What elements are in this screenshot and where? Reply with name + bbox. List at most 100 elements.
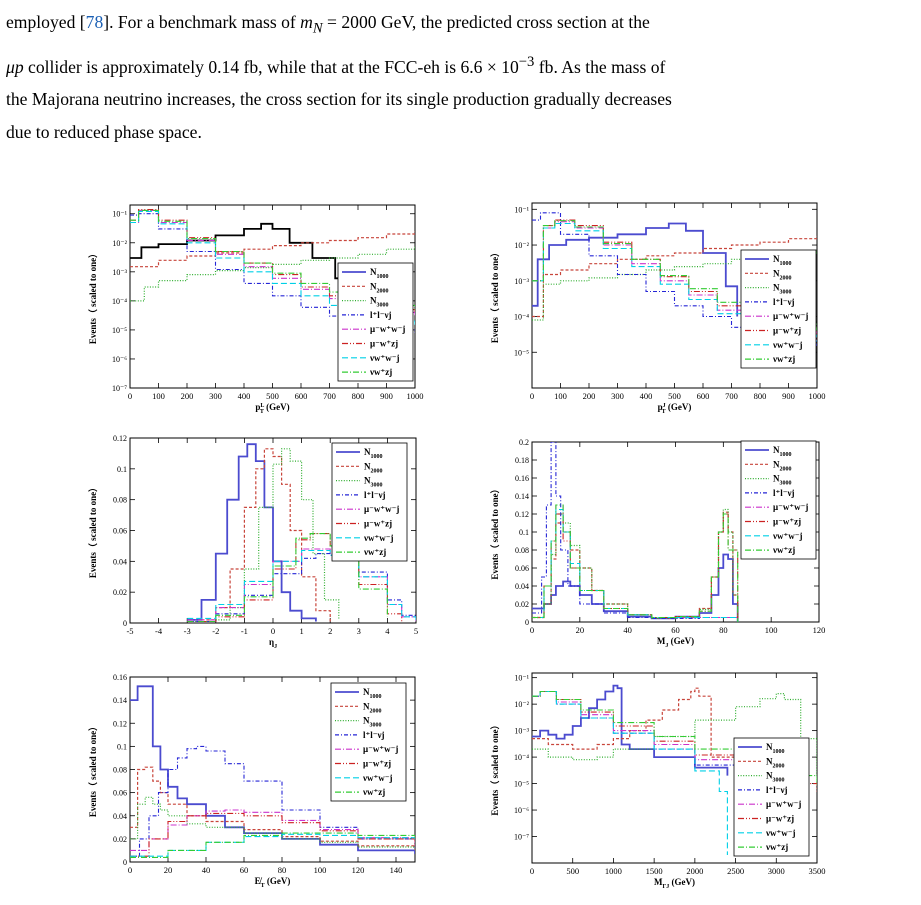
x-tick-label: 1000 (605, 866, 622, 876)
legend-label: l⁺l⁻νj (766, 785, 788, 795)
legend-label: l⁺l⁻νj (370, 310, 392, 320)
y-tick-label: 0 (525, 618, 529, 627)
x-tick-label: 800 (352, 391, 365, 401)
series-line-1 (187, 443, 317, 622)
paragraph-line-1: employed [78]. For a benchmark mass of m… (6, 6, 918, 46)
y-tick-label: 0.14 (515, 492, 529, 501)
legend-label: N2000 (766, 756, 785, 769)
x-tick-label: 1500 (646, 866, 663, 876)
y-tick-label: 0.02 (113, 835, 127, 844)
legend-label: l⁺l⁻νj (364, 490, 386, 500)
legend-label: N3000 (364, 476, 383, 489)
legend-label: νw⁺w⁻j (765, 828, 796, 838)
series-line-3 (130, 796, 415, 851)
series-line-2 (532, 235, 817, 318)
exponent: −3 (518, 53, 535, 70)
x-tick-label: 120 (352, 865, 365, 875)
y-tick-label: 0.04 (113, 812, 127, 821)
legend-label: N3000 (370, 296, 389, 309)
legend-box (740, 440, 817, 560)
x-tick-label: 3500 (809, 866, 826, 876)
y-tick-label: 0.06 (515, 564, 529, 573)
x-tick-label: 20 (164, 865, 173, 875)
series-line-6 (130, 812, 415, 857)
x-tick-label: 0 (530, 391, 534, 401)
legend-label: N1000 (364, 447, 383, 460)
legend-label: N1000 (766, 742, 785, 755)
y-tick-label: 0.16 (515, 474, 529, 483)
legend-label: μ⁻w⁺w⁻j (766, 799, 801, 809)
legend-label: νw⁺w⁻j (362, 773, 393, 783)
legend-label: νw⁺w⁻j (363, 533, 394, 543)
legend-label: μ⁻w⁺zj (773, 326, 801, 336)
legend-label: μ⁻w⁺zj (363, 759, 391, 769)
x-tick-label: 0 (128, 391, 132, 401)
legend-label: N2000 (363, 701, 382, 714)
legend-label: N3000 (773, 474, 792, 487)
x-tick-label: 800 (754, 391, 767, 401)
y-tick-label: 0.18 (515, 456, 529, 465)
x-tick-label: 300 (611, 391, 624, 401)
y-axis-label: Events（ scaled to one） (88, 249, 98, 344)
x-tick-label: 2500 (727, 866, 744, 876)
y-tick-label: 10⁻⁵ (514, 348, 529, 357)
x-tick-label: 5 (414, 626, 418, 636)
series-line-8 (130, 209, 415, 310)
y-tick-label: 10⁻³ (514, 727, 529, 736)
y-tick-label: 10⁻⁶ (514, 806, 529, 815)
legend-label: N1000 (363, 687, 382, 700)
y-tick-label: 0.1 (117, 465, 127, 474)
legend-label: μ⁻w⁺w⁻j (363, 744, 398, 754)
series-line-8 (532, 504, 739, 622)
y-tick-label: 0.08 (113, 766, 127, 775)
y-tick-label: 0 (123, 619, 127, 628)
x-tick-label: 80 (278, 865, 287, 875)
x-tick-label: 3000 (768, 866, 785, 876)
y-tick-label: 0.1 (519, 528, 529, 537)
x-tick-label: 1000 (407, 391, 424, 401)
y-tick-label: 10⁻² (514, 700, 529, 709)
x-tick-label: 200 (583, 391, 596, 401)
y-tick-label: 0.06 (113, 789, 127, 798)
y-tick-label: 0.04 (515, 582, 529, 591)
legend-label: N1000 (370, 267, 389, 280)
y-tick-label: 10⁻⁵ (514, 780, 529, 789)
y-tick-label: 0.1 (117, 742, 127, 751)
y-tick-label: 0.14 (113, 696, 127, 705)
paragraph-line-3: the Majorana neutrino increases, the cro… (6, 89, 672, 110)
x-tick-label: 100 (314, 865, 327, 875)
series-line-1 (532, 684, 729, 776)
legend-label: N3000 (773, 283, 792, 296)
legend-label: N1000 (773, 445, 792, 458)
series-line-3 (130, 245, 415, 302)
y-axis-label: Events（ scaled to one） (88, 722, 98, 817)
mass-subscript: N (312, 20, 323, 37)
legend-label: νw⁺zj (772, 354, 795, 364)
citation-link[interactable]: 78 (85, 12, 104, 32)
series-line-2 (130, 231, 415, 268)
plot-frame (531, 672, 818, 864)
series-line-7 (532, 690, 728, 855)
x-tick-label: 200 (181, 391, 194, 401)
x-tick-label: -3 (184, 626, 191, 636)
legend-label: νw⁺zj (363, 547, 386, 557)
x-axis-label: pL T (GeV) (255, 402, 289, 415)
x-axis-label: pJ T (GeV) (658, 402, 692, 415)
series-line-1 (532, 553, 739, 622)
y-tick-label: 0.02 (113, 588, 127, 597)
legend-label: νw⁺zj (362, 787, 385, 797)
x-tick-label: -1 (241, 626, 248, 636)
text-fragment: employed [ (6, 12, 86, 32)
x-tick-label: 40 (202, 865, 211, 875)
legend-label: μ⁻w⁺w⁻j (370, 324, 405, 334)
x-tick-label: 100 (765, 625, 778, 635)
legend-label: N1000 (773, 254, 792, 267)
x-tick-label: 300 (209, 391, 222, 401)
y-tick-label: 10⁻³ (514, 277, 529, 286)
y-tick-label: 0.2 (519, 438, 529, 447)
y-tick-label: 0.12 (113, 434, 127, 443)
legend-label: N3000 (766, 771, 785, 784)
y-tick-label: 10⁻¹ (514, 674, 529, 683)
